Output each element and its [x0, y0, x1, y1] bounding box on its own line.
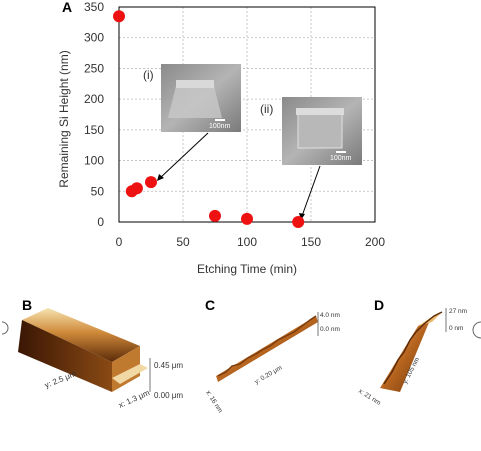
afm-surface-c [216, 315, 318, 382]
y-tick-label: 0 [97, 215, 104, 229]
sem-inset-i: (i) 100nm [143, 64, 241, 132]
sem-inset-ii: (ii) 100nm [260, 97, 362, 165]
data-point [130, 182, 143, 195]
x-tick-label: 150 [301, 235, 321, 249]
afm-surface-d [380, 311, 443, 392]
inset-label-ii: (ii) [260, 102, 273, 116]
sem-structure-ii [297, 111, 343, 149]
tick-labels: 0 50 100 150 200 0 50 100 150 200 250 300 350 [84, 0, 385, 249]
x-axis-d: x: 21 nm [357, 388, 382, 407]
data-point [113, 10, 125, 23]
y-tick-label: 150 [84, 123, 104, 137]
data-point [241, 212, 253, 225]
sem-cap-ii [296, 108, 344, 115]
afm-strip-d [380, 320, 430, 392]
x-axis-label: Etching Time (min) [197, 262, 297, 276]
y-tick-label: 100 [84, 154, 104, 168]
y-tick-label: 50 [91, 184, 105, 198]
sem-structure-i [168, 86, 222, 118]
y-axis-c: y: 0.20 μm [254, 364, 284, 385]
x-tick-label: 200 [365, 235, 385, 249]
z-bottom-d: 0 nm [449, 325, 463, 332]
z-bottom-b: 0.00 μm [154, 391, 183, 400]
y-axis-label: Remaining Si Height (nm) [57, 50, 71, 187]
afm-floor-b [112, 364, 148, 384]
x-tick-label: 50 [176, 235, 190, 249]
x-axis-b: x: 1.3 μm [117, 388, 151, 410]
edge-arc-right [472, 321, 481, 339]
y-tick-label: 200 [84, 92, 104, 106]
z-bottom-c: 0.0 nm [320, 326, 340, 333]
z-top-c: 4.0 nm [320, 312, 340, 319]
z-top-b: 0.45 μm [154, 361, 183, 370]
sem-cap-i [176, 80, 214, 88]
y-axis-b: y: 2.5 μm [43, 369, 77, 390]
data-points [113, 10, 305, 228]
panel-label-a: A [62, 0, 72, 15]
panel-label-d: D [374, 297, 384, 313]
arrow-head-i [157, 174, 164, 181]
data-point [292, 216, 305, 228]
data-point [145, 176, 157, 189]
edge-arc-left [1, 321, 9, 335]
arrow-i [159, 132, 209, 179]
inset-label-i: (i) [143, 68, 154, 82]
afm-ridge-d [383, 311, 443, 385]
scale-label-ii: 100nm [330, 155, 352, 162]
afm-top-b [22, 308, 140, 362]
y-tick-label: 300 [84, 31, 104, 45]
z-top-d: 27 nm [449, 308, 467, 315]
panel-label-c: C [205, 297, 215, 313]
data-point [209, 209, 221, 222]
x-tick-label: 0 [116, 235, 123, 249]
afm-ridge-c [217, 315, 317, 377]
afm-side-b [18, 320, 112, 392]
afm-surface-b [18, 308, 148, 392]
x-axis-c: x: 16 nm [204, 389, 223, 414]
y-tick-label: 250 [84, 61, 104, 75]
y-tick-label: 350 [84, 0, 104, 14]
scale-label-i: 100nm [209, 123, 231, 130]
x-tick-label: 100 [237, 235, 257, 249]
panel-label-b: B [22, 297, 32, 313]
arrow-ii [301, 165, 321, 217]
